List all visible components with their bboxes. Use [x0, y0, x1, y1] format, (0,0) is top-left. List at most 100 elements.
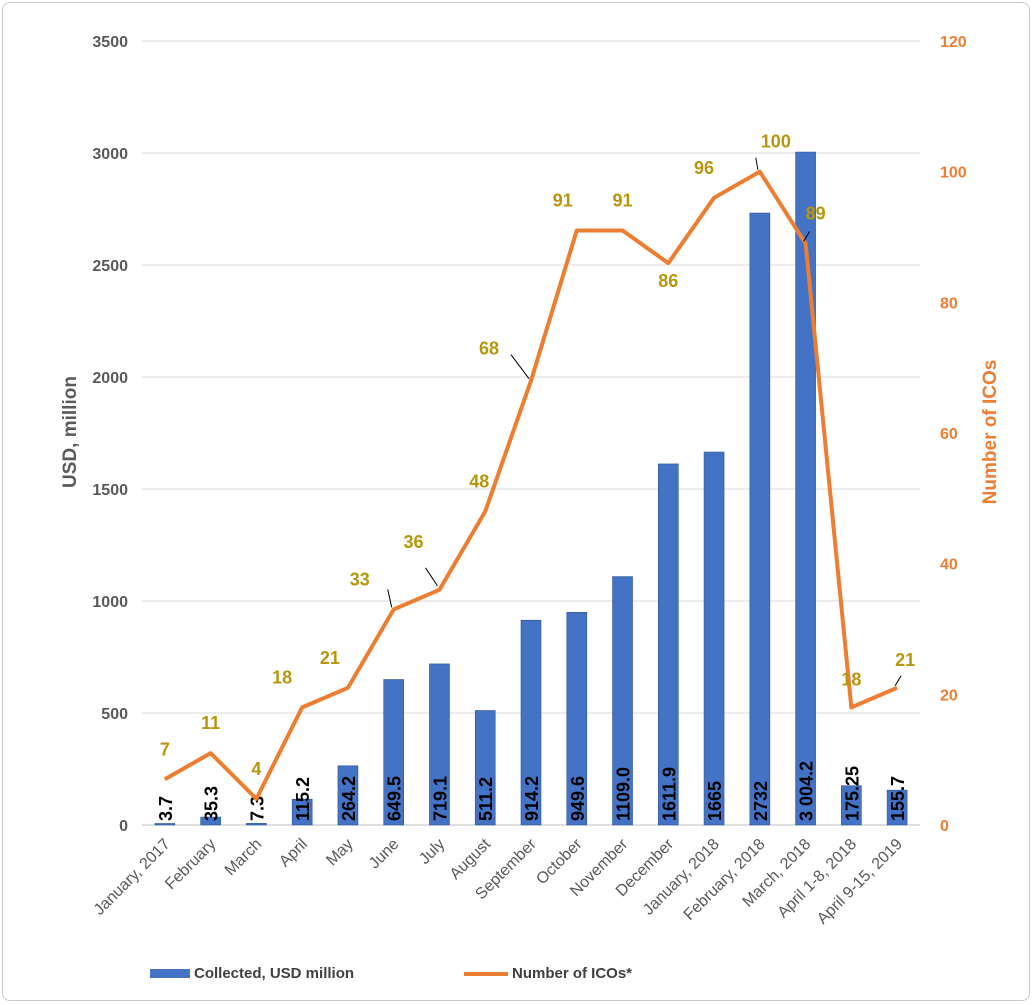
line-value-label: 86: [658, 271, 678, 291]
bar: [337, 765, 359, 826]
x-tick-label: April 1-8, 2018: [775, 836, 861, 922]
x-tick-label: February, 2018: [681, 836, 769, 924]
bar-value-label: 2732: [751, 781, 771, 821]
left-tick-label: 2500: [92, 258, 128, 275]
bar: [612, 576, 633, 826]
line-value-label: 36: [403, 532, 423, 552]
line-value-label: 89: [806, 204, 826, 224]
x-tick-label: June: [366, 836, 403, 873]
bar-value-label: 115.2: [293, 777, 313, 821]
line-label-leader: [425, 567, 438, 587]
line-value-label: 100: [761, 132, 791, 152]
bar-value-label: 949.6: [568, 776, 588, 821]
right-tick-label: 60: [940, 426, 958, 443]
legend-bar: Collected, USD million: [150, 965, 354, 982]
x-tick-label: May: [323, 836, 356, 869]
bar: [429, 663, 450, 826]
left-tick-label: 1500: [92, 482, 128, 499]
bar-value-label: 7.3: [247, 796, 267, 821]
line-value-label: 18: [841, 669, 861, 689]
x-tick-label: July: [416, 836, 448, 868]
line-value-label: 68: [479, 339, 499, 359]
line-value-label: 21: [895, 650, 915, 670]
left-tick-label: 500: [101, 706, 128, 723]
legend-line-swatch: [464, 971, 508, 976]
line-value-label: 7: [160, 739, 170, 759]
x-tick-label: February: [162, 836, 219, 893]
x-tick-label: March: [222, 836, 265, 879]
left-tick-label: 3500: [92, 34, 128, 51]
bar-value-label: 1109.0: [614, 767, 634, 821]
bar: [566, 611, 588, 826]
bar: [886, 789, 908, 826]
right-tick-label: 40: [940, 557, 958, 574]
bar-value-label: 175.25: [842, 766, 862, 821]
bar-value-label: 264.2: [339, 776, 359, 821]
bar: [795, 151, 816, 826]
line-value-label: 91: [553, 190, 573, 210]
bar-value-label: 914.2: [522, 776, 542, 821]
line-series: [163, 169, 898, 801]
right-tick-label: 120: [940, 34, 967, 51]
bar: [474, 710, 496, 826]
left-tick-label: 2000: [92, 370, 128, 387]
bar: [749, 212, 771, 826]
line-value-label: 91: [613, 190, 633, 210]
bar-value-label: 3.7: [156, 796, 176, 821]
bar: [841, 785, 862, 826]
bar-value-label: 1611.9: [659, 767, 679, 821]
bar-value-label: 511.2: [476, 777, 496, 821]
left-tick-label: 1000: [92, 594, 128, 611]
line-path: [163, 169, 898, 801]
bar: [246, 823, 267, 826]
x-tick-label: January, 2017: [91, 836, 174, 919]
legend-line: Number of ICOs*: [464, 965, 632, 982]
legend-line-label: Number of ICOs*: [512, 965, 633, 982]
right-tick-label: 0: [940, 818, 949, 835]
left-tick-label: 0: [119, 818, 128, 835]
bar: [703, 451, 725, 826]
line-label-leader: [755, 157, 759, 170]
bar-series: [154, 151, 908, 826]
bar-value-label: 3 004.2: [797, 761, 817, 821]
line-labels: 7 11 4 18 21 33 36 48 68 91 91 86 96 100 89 18 21: [160, 132, 915, 779]
line-value-label: 4: [251, 759, 261, 779]
left-tick-label: 3000: [92, 146, 128, 163]
line-value-label: 11: [201, 713, 220, 733]
line-value-label: 21: [320, 648, 340, 668]
right-axis-title: Number of ICOs: [980, 360, 1001, 505]
right-tick-label: 80: [940, 295, 958, 312]
line-label-leader: [387, 589, 393, 608]
line-label-leader: [803, 231, 811, 242]
left-axis-ticks: 0 500 1000 1500 2000 2500 3000 3500: [92, 34, 128, 835]
bar-value-label: 155.7: [888, 776, 908, 821]
right-tick-label: 100: [940, 165, 967, 182]
left-axis-title: USD, million: [60, 376, 81, 488]
bar: [657, 463, 679, 826]
bar: [154, 823, 176, 826]
line-value-label: 96: [694, 158, 714, 178]
bar: [520, 619, 542, 826]
bar-value-label: 719.1: [430, 776, 450, 821]
x-tick-label: April: [276, 836, 311, 871]
right-axis-ticks: 0 20 40 60 80 100 120: [940, 34, 967, 835]
bar-labels: 3.7 35.3 7.3 115.2 264.2 649.5 719.1 511.2 914.2…: [156, 761, 908, 821]
legend-bar-swatch: [150, 969, 190, 978]
x-tick-label: April 9-15, 2019: [814, 836, 906, 928]
right-tick-label: 20: [940, 687, 958, 704]
line-value-label: 33: [350, 569, 370, 589]
bar: [200, 816, 221, 826]
line-label-leader: [894, 675, 902, 687]
bar: [383, 679, 405, 826]
bar-value-label: 649.5: [385, 776, 405, 821]
legend-bar-label: Collected, USD million: [194, 965, 355, 982]
bar-value-label: 35.3: [202, 786, 222, 821]
bar: [291, 798, 313, 826]
line-value-label: 48: [469, 471, 489, 491]
line-value-label: 18: [272, 667, 292, 687]
line-label-leader: [510, 354, 530, 380]
bar-value-label: 1665: [705, 781, 725, 821]
